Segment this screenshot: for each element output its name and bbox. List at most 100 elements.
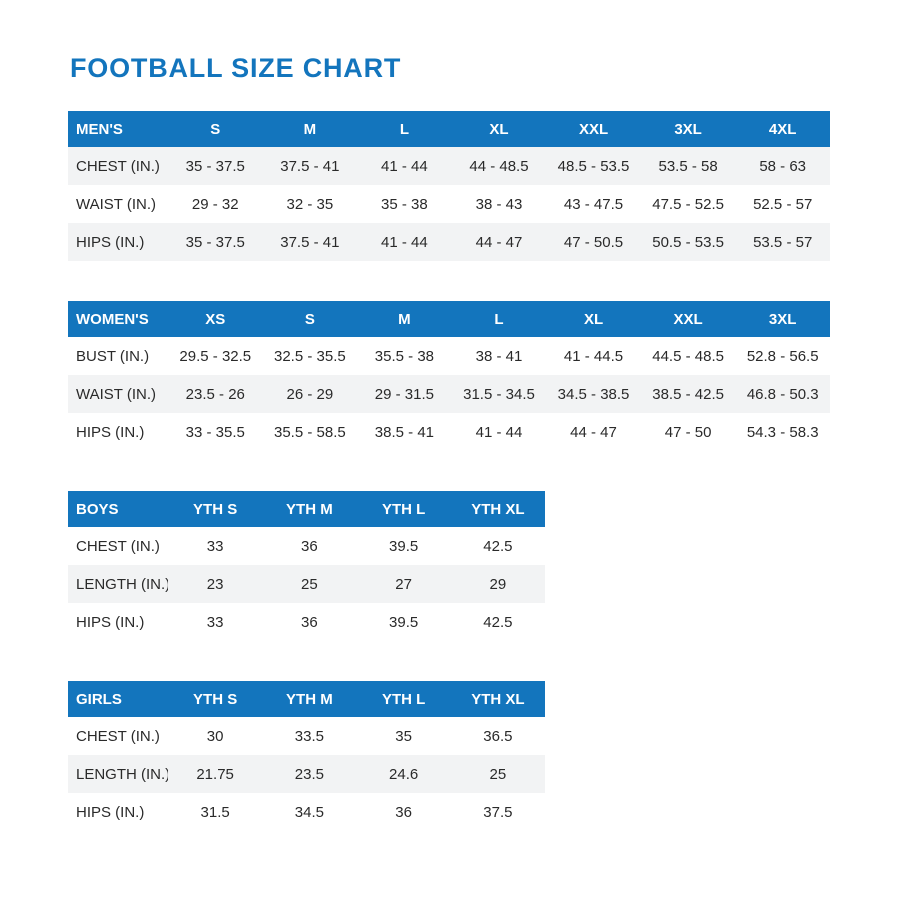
cell: 48.5 - 53.5 xyxy=(546,147,641,185)
cell: 29 xyxy=(450,565,545,603)
womens-size-col-xl: XL xyxy=(546,301,641,337)
cell: 41 - 44.5 xyxy=(546,337,641,375)
cell: 27 xyxy=(356,565,451,603)
cell: 37.5 - 41 xyxy=(262,223,358,261)
cell: 44.5 - 48.5 xyxy=(640,337,736,375)
cell: 36 xyxy=(262,603,357,641)
cell: 53.5 - 57 xyxy=(735,223,830,261)
cell: 25 xyxy=(450,755,545,793)
girls-hips-row: HIPS (IN.) 31.5 34.5 36 37.5 xyxy=(68,793,545,831)
row-label: CHEST (IN.) xyxy=(68,527,168,565)
cell: 36 xyxy=(262,527,357,565)
girls-header-row: GIRLS YTH S YTH M YTH L YTH XL xyxy=(68,681,545,717)
cell: 50.5 - 53.5 xyxy=(640,223,736,261)
cell: 43 - 47.5 xyxy=(546,185,641,223)
cell: 41 - 44 xyxy=(357,223,452,261)
mens-size-col-xxl: XXL xyxy=(546,111,641,147)
mens-size-col-s: S xyxy=(168,111,263,147)
row-label: WAIST (IN.) xyxy=(68,375,168,413)
cell: 44 - 47 xyxy=(546,413,641,451)
boys-size-col-yth-s: YTH S xyxy=(168,491,263,527)
cell: 23.5 xyxy=(262,755,357,793)
cell: 21.75 xyxy=(168,755,263,793)
row-label: LENGTH (IN.) xyxy=(68,755,168,793)
row-label: HIPS (IN.) xyxy=(68,413,168,451)
cell: 29.5 - 32.5 xyxy=(168,337,263,375)
cell: 37.5 xyxy=(450,793,545,831)
cell: 38.5 - 42.5 xyxy=(640,375,736,413)
mens-waist-row: WAIST (IN.) 29 - 32 32 - 35 35 - 38 38 -… xyxy=(68,185,830,223)
mens-size-table: MEN'S S M L XL XXL 3XL 4XL CHEST (IN.) 3… xyxy=(68,111,830,261)
cell: 35.5 - 38 xyxy=(357,337,452,375)
cell: 38 - 43 xyxy=(451,185,547,223)
womens-size-col-s: S xyxy=(262,301,358,337)
boys-size-table: BOYS YTH S YTH M YTH L YTH XL CHEST (IN.… xyxy=(68,491,545,641)
cell: 44 - 47 xyxy=(451,223,547,261)
cell: 36.5 xyxy=(450,717,545,755)
girls-size-col-yth-m: YTH M xyxy=(262,681,357,717)
row-label: HIPS (IN.) xyxy=(68,223,168,261)
row-label: HIPS (IN.) xyxy=(68,793,168,831)
cell: 39.5 xyxy=(356,527,451,565)
girls-size-col-yth-l: YTH L xyxy=(356,681,451,717)
womens-size-col-l: L xyxy=(451,301,547,337)
womens-size-table: WOMEN'S XS S M L XL XXL 3XL BUST (IN.) 2… xyxy=(68,301,830,451)
mens-header-row: MEN'S S M L XL XXL 3XL 4XL xyxy=(68,111,830,147)
cell: 35 xyxy=(356,717,451,755)
boys-hips-row: HIPS (IN.) 33 36 39.5 42.5 xyxy=(68,603,545,641)
cell: 34.5 - 38.5 xyxy=(546,375,641,413)
cell: 42.5 xyxy=(450,527,545,565)
boys-size-col-yth-l: YTH L xyxy=(356,491,451,527)
row-label: LENGTH (IN.) xyxy=(68,565,168,603)
cell: 33.5 xyxy=(262,717,357,755)
cell: 42.5 xyxy=(450,603,545,641)
cell: 52.5 - 57 xyxy=(735,185,830,223)
girls-length-row: LENGTH (IN.) 21.75 23.5 24.6 25 xyxy=(68,755,545,793)
cell: 30 xyxy=(168,717,263,755)
mens-size-col-l: L xyxy=(357,111,452,147)
cell: 38.5 - 41 xyxy=(357,413,452,451)
cell: 23.5 - 26 xyxy=(168,375,263,413)
cell: 37.5 - 41 xyxy=(262,147,358,185)
cell: 29 - 31.5 xyxy=(357,375,452,413)
mens-table-title: MEN'S xyxy=(68,111,168,147)
womens-size-col-3xl: 3XL xyxy=(735,301,830,337)
cell: 38 - 41 xyxy=(451,337,547,375)
cell: 35 - 38 xyxy=(357,185,452,223)
boys-header-row: BOYS YTH S YTH M YTH L YTH XL xyxy=(68,491,545,527)
cell: 31.5 xyxy=(168,793,263,831)
cell: 29 - 32 xyxy=(168,185,263,223)
girls-size-col-yth-xl: YTH XL xyxy=(450,681,545,717)
boys-table-title: BOYS xyxy=(68,491,168,527)
womens-hips-row: HIPS (IN.) 33 - 35.5 35.5 - 58.5 38.5 - … xyxy=(68,413,830,451)
mens-hips-row: HIPS (IN.) 35 - 37.5 37.5 - 41 41 - 44 4… xyxy=(68,223,830,261)
cell: 26 - 29 xyxy=(262,375,358,413)
girls-table-title: GIRLS xyxy=(68,681,168,717)
cell: 31.5 - 34.5 xyxy=(451,375,547,413)
row-label: CHEST (IN.) xyxy=(68,147,168,185)
cell: 53.5 - 58 xyxy=(640,147,736,185)
cell: 35.5 - 58.5 xyxy=(262,413,358,451)
mens-size-col-4xl: 4XL xyxy=(735,111,830,147)
cell: 32.5 - 35.5 xyxy=(262,337,358,375)
cell: 35 - 37.5 xyxy=(168,223,263,261)
row-label: CHEST (IN.) xyxy=(68,717,168,755)
cell: 52.8 - 56.5 xyxy=(735,337,830,375)
cell: 34.5 xyxy=(262,793,357,831)
cell: 36 xyxy=(356,793,451,831)
cell: 46.8 - 50.3 xyxy=(735,375,830,413)
cell: 32 - 35 xyxy=(262,185,358,223)
cell: 39.5 xyxy=(356,603,451,641)
cell: 47 - 50.5 xyxy=(546,223,641,261)
womens-size-col-xs: XS xyxy=(168,301,263,337)
boys-size-col-yth-xl: YTH XL xyxy=(450,491,545,527)
mens-size-col-xl: XL xyxy=(451,111,547,147)
cell: 33 - 35.5 xyxy=(168,413,263,451)
cell: 23 xyxy=(168,565,263,603)
cell: 24.6 xyxy=(356,755,451,793)
cell: 41 - 44 xyxy=(357,147,452,185)
boys-chest-row: CHEST (IN.) 33 36 39.5 42.5 xyxy=(68,527,545,565)
cell: 47 - 50 xyxy=(640,413,736,451)
page-title: FOOTBALL SIZE CHART xyxy=(70,53,402,83)
